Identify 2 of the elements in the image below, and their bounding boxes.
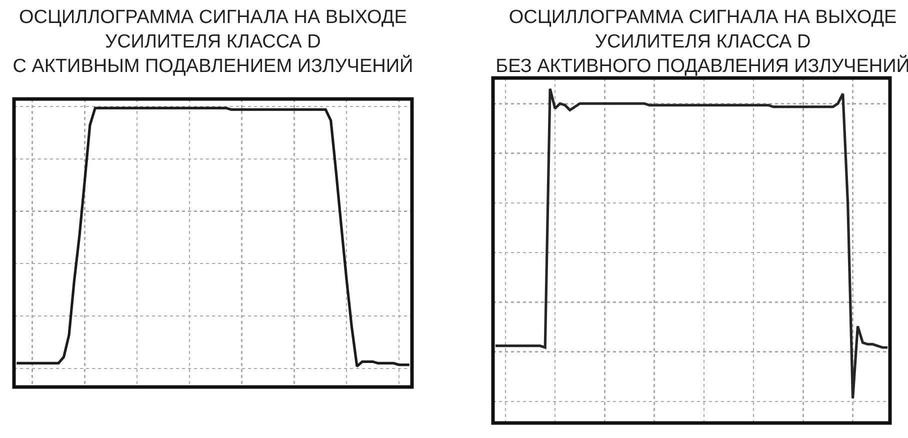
chart-title: ОСЦИЛЛОГРАММА СИГНАЛА НА ВЫХОДЕ УСИЛИТЕЛЯ КЛАССА D БЕЗ АКТИВНОГО ПОДАВЛЕНИЯ ИЗЛУЧЕНИЙ [496,6,908,78]
chart-title: ОСЦИЛЛОГРАММА СИГНАЛА НА ВЫХОДЕ УСИЛИТЕЛЯ КЛАССА D С АКТИВНЫМ ПОДАВЛЕНИЕМ ИЗЛУЧЕНИЙ [12,6,414,78]
